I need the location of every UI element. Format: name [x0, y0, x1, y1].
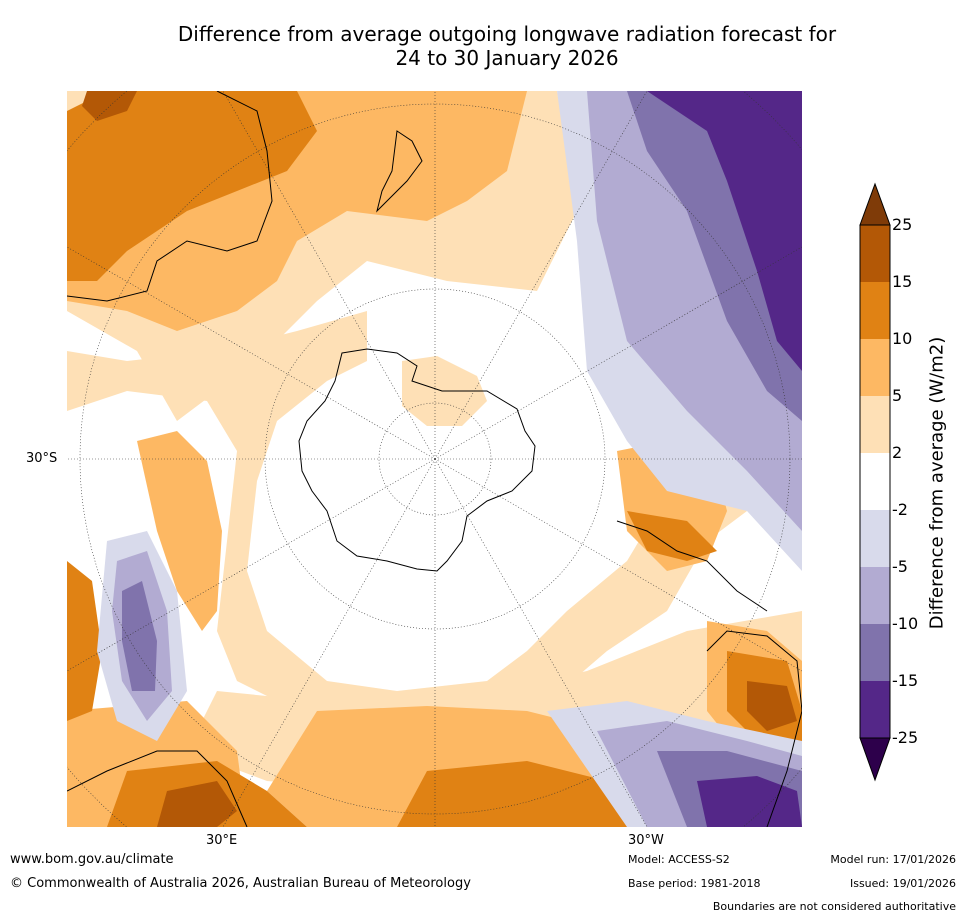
footer-disclaimer: Boundaries are not considered authoritat… [712, 900, 956, 913]
title-line-1: Difference from average outgoing longwav… [177, 22, 837, 46]
footer-model: Model: ACCESS-S2 [628, 853, 730, 866]
colorbar-band-m10-m5 [860, 567, 890, 624]
anomaly-region-15to25-africa [747, 681, 797, 731]
colorbar-tick-25: 25 [892, 215, 913, 234]
colorbar-band-10-15 [860, 282, 890, 339]
colorbar-band-m25-m15 [860, 681, 890, 738]
colorbar-upper-extension [859, 182, 891, 226]
anomaly-region-5to10-indian [137, 431, 222, 631]
chart-title: Difference from average outgoing longwav… [0, 22, 965, 70]
title-line-2: 24 to 30 January 2026 [395, 46, 619, 70]
anomaly-region-2to5-west [67, 311, 747, 741]
lon-label-30e: 30°E [206, 833, 238, 848]
southwest-coastline [67, 750, 248, 827]
anomaly-region-m25tom15-southeast [697, 776, 802, 827]
new-zealand-coastline [376, 130, 423, 213]
lon-label-30w: 30°W [628, 833, 664, 848]
anomaly-region-10to15-north [67, 91, 317, 281]
anomaly-region-15to25-south [157, 781, 237, 827]
colorbar-band-m2-2 [860, 453, 890, 510]
colorbar-tick-m25: -25 [892, 728, 919, 747]
colorbar-tick-m10: -10 [892, 614, 919, 633]
footer-base-period: Base period: 1981-2018 [628, 877, 761, 890]
coastlines [67, 91, 802, 827]
anomaly-region-10to15-southamerica [627, 511, 717, 561]
lat-label-30s: 30°S [26, 451, 58, 466]
olr-anomaly-map [67, 91, 802, 827]
colorbar-tick-10: 10 [892, 329, 913, 348]
colorbar-lower-extension [859, 737, 891, 782]
anomaly-region-15to25-north [82, 91, 137, 121]
graticule [67, 91, 802, 827]
colorbar [859, 182, 891, 782]
footer-copyright: © Commonwealth of Australia 2026, Austra… [10, 876, 471, 891]
anomaly-region-10to15-west [67, 561, 102, 721]
colorbar-tick-15: 15 [892, 272, 913, 291]
footer-issued: Issued: 19/01/2026 [849, 877, 956, 890]
australia-coastline [67, 91, 273, 302]
colorbar-band-m15-m10 [860, 624, 890, 681]
africa-coastline [706, 630, 802, 827]
anomaly-region-m25tom15-east [647, 91, 802, 371]
south-america-coastline [616, 520, 768, 612]
colorbar-label: Difference from average (W/m2) [926, 336, 948, 630]
colorbar-tick-5: 5 [892, 386, 903, 405]
antarctica-coastline [298, 348, 536, 572]
colorbar-tick-2: 2 [892, 443, 903, 462]
colorbar-frame [859, 224, 891, 739]
colorbar-tick-m15: -15 [892, 671, 919, 690]
anomaly-region-m15tom10-southwest [122, 581, 157, 691]
colorbar-band-m5-m2 [860, 510, 890, 567]
colorbar-band-2-5 [860, 396, 890, 453]
colorbar-band-5-10 [860, 339, 890, 396]
footer-url: www.bom.gov.au/climate [10, 852, 174, 867]
colorbar-tick-m5: -5 [892, 557, 908, 576]
colorbar-tick-m2: -2 [892, 500, 908, 519]
colorbar-band-15-25 [860, 225, 890, 282]
footer-model-run: Model run: 17/01/2026 [830, 853, 956, 866]
anomaly-region-10to15-south [397, 761, 637, 827]
